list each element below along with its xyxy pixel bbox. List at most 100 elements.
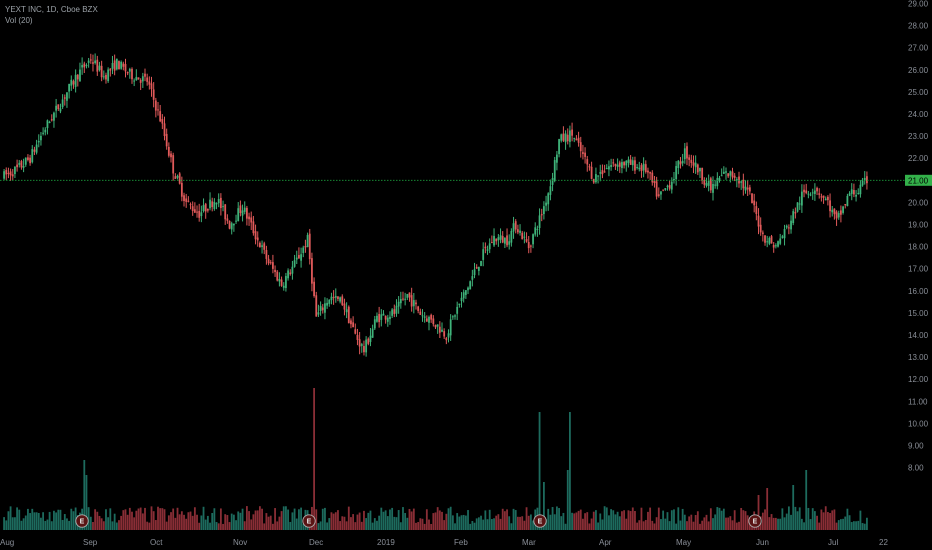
volume-bar — [842, 518, 844, 530]
candle — [443, 328, 446, 340]
volume-bar — [460, 515, 463, 530]
candle — [61, 94, 64, 109]
volume-bar — [94, 509, 97, 530]
volume-bar — [337, 510, 339, 530]
candle — [631, 156, 634, 171]
candle — [57, 104, 60, 111]
volume-bar — [272, 523, 274, 530]
volume-bar — [794, 506, 797, 530]
earnings-marker[interactable]: E — [533, 514, 547, 528]
volume-bar — [386, 516, 389, 530]
volume-bar — [148, 522, 151, 530]
volume-bar — [72, 511, 75, 530]
candle — [532, 233, 534, 249]
earnings-marker[interactable]: E — [302, 514, 316, 528]
candle — [757, 208, 760, 235]
candle — [300, 247, 302, 268]
candle — [527, 235, 530, 254]
candle — [282, 282, 285, 291]
volume-bar — [798, 507, 801, 530]
volume-bar — [840, 519, 842, 530]
candle — [9, 168, 12, 181]
candle — [252, 215, 255, 236]
volume-bar — [787, 506, 790, 530]
candle — [376, 312, 378, 323]
volume-bar — [20, 520, 23, 530]
candle — [367, 337, 370, 346]
volume-bar — [722, 508, 725, 530]
volume-bar — [417, 522, 420, 530]
volume-bar — [410, 511, 413, 530]
candle — [460, 292, 463, 308]
volume-bar — [96, 511, 99, 530]
volume-bar — [445, 513, 448, 530]
volume-bar — [811, 508, 814, 530]
volume-bar — [735, 522, 738, 530]
volume-bar — [128, 507, 131, 530]
volume-bar — [805, 470, 808, 530]
volume-bar — [853, 521, 855, 530]
candle — [740, 180, 743, 190]
volume-bar — [551, 507, 554, 530]
svg-text:E: E — [753, 519, 758, 526]
earnings-marker[interactable]: E — [75, 514, 89, 528]
candle — [462, 289, 465, 303]
candle — [165, 128, 168, 150]
volume-bar — [636, 522, 639, 530]
candle — [360, 342, 363, 353]
candle — [317, 304, 320, 317]
volume-bar — [334, 512, 337, 530]
candle — [436, 324, 439, 334]
volume-bar — [224, 514, 227, 530]
candle — [725, 167, 727, 180]
candle — [716, 172, 719, 190]
volume-bar — [781, 508, 784, 530]
volume-bar — [761, 512, 764, 530]
candle — [521, 230, 524, 240]
candle — [768, 236, 771, 246]
candle — [538, 208, 541, 235]
candle — [846, 193, 849, 207]
volume-bar — [228, 522, 231, 530]
candle — [662, 189, 665, 192]
volume-bar — [217, 523, 220, 530]
candle — [512, 216, 515, 239]
volume-bar — [252, 514, 255, 530]
volume-bar — [774, 517, 777, 530]
volume-bar — [649, 507, 652, 530]
volume-bar — [282, 506, 285, 530]
volume-bar — [629, 511, 632, 530]
candle — [614, 163, 617, 170]
candle — [629, 155, 632, 165]
candle — [267, 254, 270, 266]
volume-bar — [137, 508, 140, 530]
candle — [688, 154, 691, 167]
candle — [616, 158, 619, 172]
candle — [601, 164, 604, 179]
volume-bar — [510, 523, 513, 530]
candle — [371, 324, 374, 338]
candle — [664, 188, 667, 191]
candle — [798, 196, 801, 210]
volume-bar — [298, 509, 300, 530]
candle — [380, 309, 383, 327]
candle — [842, 205, 844, 215]
candle — [638, 161, 641, 172]
volume-bar — [165, 521, 168, 530]
volume-bar — [399, 522, 402, 530]
price-axis[interactable]: 29.00 28.00 27.00 26.00 25.00 24.00 23.00 22.00… — [908, 0, 929, 473]
earnings-marker[interactable]: E — [748, 514, 762, 528]
candle — [584, 147, 586, 164]
candle — [866, 171, 868, 190]
candle — [352, 316, 355, 328]
time-axis[interactable]: Aug Sep Oct Nov Dec 2019 Feb Mar Apr May Jun Jul 22 — [0, 538, 888, 547]
volume-bar — [291, 512, 294, 530]
candle — [217, 193, 220, 208]
candle — [350, 318, 352, 329]
volume-bar — [475, 518, 478, 530]
candle — [191, 201, 194, 216]
volume-bar — [50, 521, 53, 530]
candle — [653, 176, 656, 188]
